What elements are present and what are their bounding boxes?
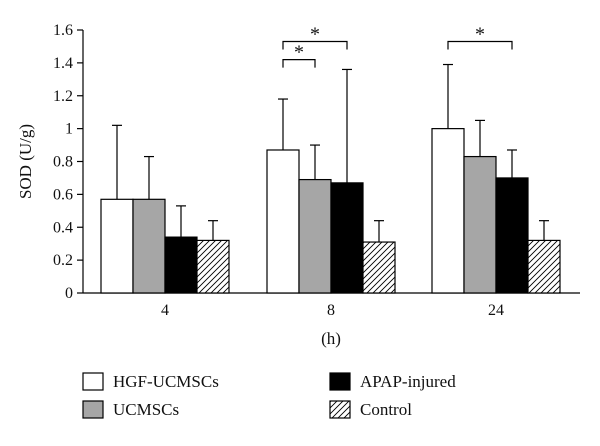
significance-star: * <box>475 24 485 46</box>
bar-hgf-ucmscs <box>266 149 300 294</box>
x-tick-label: 24 <box>488 302 504 319</box>
y-tick-label: 1 <box>65 121 73 138</box>
y-tick-label: 0.8 <box>53 154 73 171</box>
significance-bracket <box>447 40 513 50</box>
legend-swatch <box>82 400 104 419</box>
bar-control <box>527 239 561 294</box>
y-axis-title: SOD (U/g) <box>16 124 35 199</box>
bar-apap-injured <box>164 236 198 294</box>
y-tick-label: 1.2 <box>53 88 73 105</box>
bar-ucmscs <box>132 198 166 294</box>
x-tick-label: 4 <box>161 302 169 319</box>
y-tick-label: 1.4 <box>53 55 73 72</box>
legend-label: APAP-injured <box>360 372 456 391</box>
significance-star: * <box>294 42 304 64</box>
legend-label: Control <box>360 400 412 419</box>
legend-swatch <box>329 372 351 391</box>
x-axis-title: (h) <box>321 329 341 348</box>
bar-control <box>196 239 230 294</box>
legend-label: UCMSCs <box>113 400 179 419</box>
bar-ucmscs <box>463 155 497 294</box>
x-tick-label: 8 <box>327 302 335 319</box>
bar-hgf-ucmscs <box>431 128 465 294</box>
y-tick-label: 0 <box>65 285 73 302</box>
legend-label: HGF-UCMSCs <box>113 372 219 391</box>
y-tick-label: 0.4 <box>53 219 73 236</box>
bar-hgf-ucmscs <box>100 198 134 294</box>
bar-ucmscs <box>298 178 332 294</box>
y-tick-label: 0.6 <box>53 186 73 203</box>
significance-star: * <box>310 24 320 46</box>
legend-swatch <box>82 372 104 391</box>
legend-swatch <box>329 400 351 419</box>
y-tick-label: 1.6 <box>53 22 73 39</box>
bar-apap-injured <box>330 182 364 294</box>
significance-bracket <box>282 58 316 68</box>
bar-apap-injured <box>495 177 529 294</box>
bar-control <box>362 241 396 294</box>
significance-bracket <box>282 40 348 50</box>
y-tick-label: 0.2 <box>53 252 73 269</box>
